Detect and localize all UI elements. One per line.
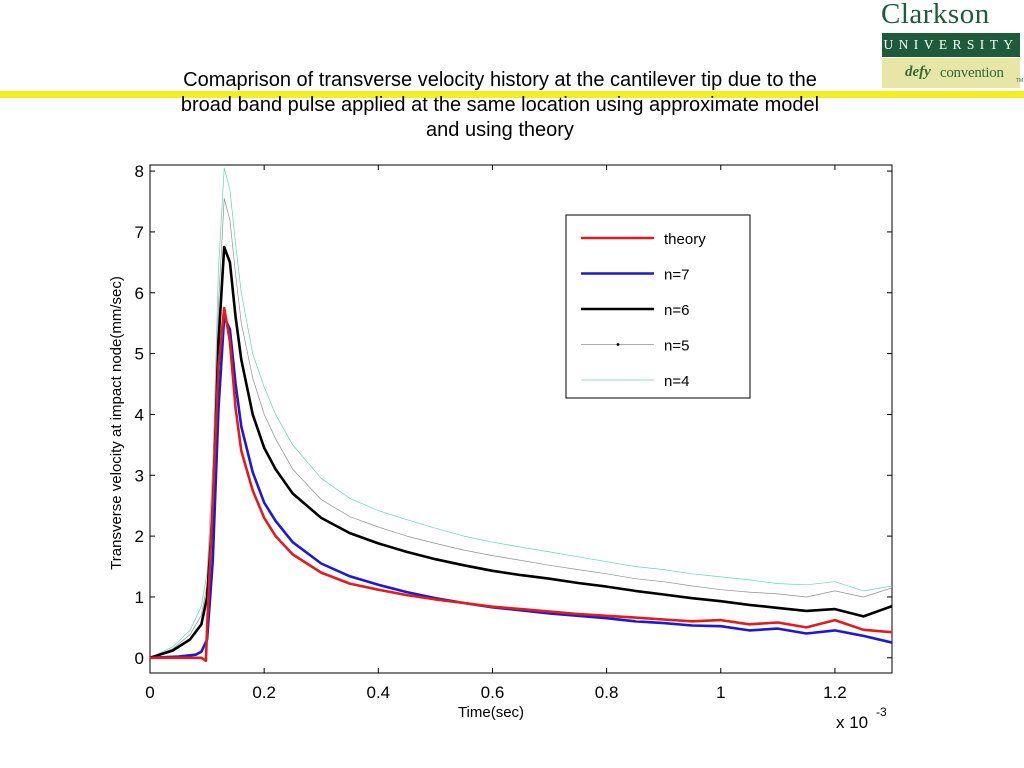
series-line-n-6	[149, 245, 893, 660]
legend-label: n=7	[664, 267, 689, 284]
x-tick-label: 0.2	[252, 683, 276, 702]
y-tick-label: 7	[135, 223, 144, 242]
y-tick-label: 5	[135, 345, 144, 364]
legend-marker	[616, 343, 620, 346]
legend-box	[565, 214, 751, 399]
legend-label: n=5	[664, 338, 689, 355]
series-group	[149, 167, 893, 663]
legend-label: theory	[664, 231, 706, 248]
y-tick-label: 1	[135, 588, 144, 607]
y-tick-label: 4	[135, 405, 144, 424]
chart-title: Comaprison of transverse velocity histor…	[120, 68, 880, 143]
y-tick-label: 8	[135, 162, 144, 181]
x-axis-multiplier-exponent: -3	[876, 705, 887, 719]
x-tick-label: 0	[145, 683, 154, 702]
y-tick-label: 3	[135, 466, 144, 485]
x-tick-label: 0.8	[595, 683, 619, 702]
legend-label: n=4	[664, 373, 689, 390]
logo-wordmark: Clarkson	[881, 0, 990, 30]
logo-trademark: TM	[1016, 78, 1024, 84]
series-line-n-4	[149, 167, 893, 659]
x-tick-label: 0.6	[481, 683, 505, 702]
logo-band: UNIVERSITY	[882, 33, 1020, 57]
series-line-theory	[150, 306, 893, 663]
chart-title-line: and using theory	[426, 119, 574, 141]
accent-bar	[0, 91, 1024, 98]
logo-slogan-convention: convention	[940, 65, 1004, 81]
clarkson-logo: Clarkson UNIVERSITY defy convention TM	[879, 0, 1024, 96]
x-tick-label: 1	[716, 683, 725, 702]
chart-title-line: Comaprison of transverse velocity histor…	[183, 69, 817, 91]
legend-label: n=6	[664, 302, 689, 319]
x-axis-label: Time(sec)	[458, 704, 524, 721]
y-tick-label: 6	[135, 284, 144, 303]
series-line-n-5	[149, 198, 893, 659]
axis-ticks: 0 0.2 0.4 0.6 0.8 1 1.2 0 1 2 3 4 5 6 7 8	[135, 162, 892, 702]
logo-slogan: defy convention TM	[882, 58, 1024, 88]
plot-area	[149, 164, 893, 674]
legend: theory n=7 n=6 n=5 n=4	[565, 214, 751, 399]
x-tick-label: 0.4	[366, 683, 390, 702]
x-axis-multiplier: x 10	[836, 713, 868, 732]
logo-slogan-defy: defy	[905, 64, 931, 80]
y-tick-label: 2	[135, 527, 144, 546]
y-tick-label: 0	[135, 649, 144, 668]
chart-title-line: broad band pulse applied at the same loc…	[180, 94, 820, 116]
y-axis-label: Transverse velocity at impact node(mm/se…	[108, 276, 125, 570]
x-tick-label: 1.2	[823, 683, 847, 702]
series-line-n-7	[149, 315, 893, 660]
